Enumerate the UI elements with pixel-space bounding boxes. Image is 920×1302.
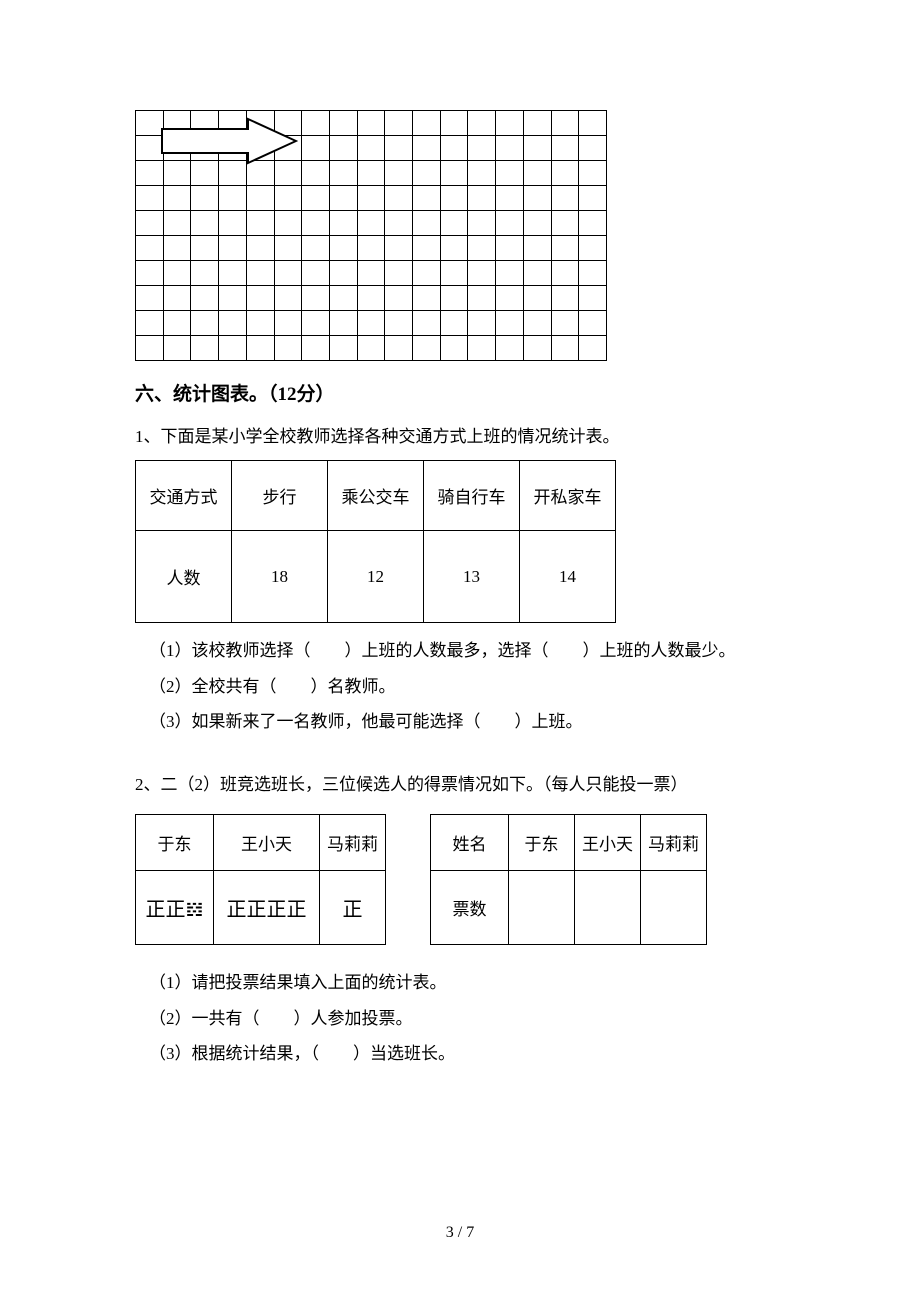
q2-tally-name-2: 马莉莉 xyxy=(320,815,386,871)
q1-col-0: 步行 xyxy=(232,461,328,531)
page-footer: 3 / 7 xyxy=(0,1224,920,1242)
section-heading: 六、统计图表。（12分） xyxy=(135,379,785,406)
q1-val-2: 13 xyxy=(424,531,520,623)
q2-tally-name-0: 于东 xyxy=(136,815,214,871)
q2-tally-0: 正正𝍌 xyxy=(136,871,214,945)
q2-tally-2: 正𠀁 xyxy=(320,871,386,945)
q2-res-header: 姓名 xyxy=(431,815,509,871)
q1-col-2: 骑自行车 xyxy=(424,461,520,531)
q1-val-3: 14 xyxy=(520,531,616,623)
q2-res-val-0 xyxy=(509,871,575,945)
q1-intro: 1、下面是某小学全校教师选择各种交通方式上班的情况统计表。 xyxy=(135,420,785,454)
q2-intro: 2、二（2）班竞选班长，三位候选人的得票情况如下。（每人只能投一票） xyxy=(135,768,785,802)
q1-header-label: 交通方式 xyxy=(136,461,232,531)
q2-sub-1: （1）请把投票结果填入上面的统计表。 xyxy=(149,965,785,1001)
q1-val-1: 12 xyxy=(328,531,424,623)
q1-row-label: 人数 xyxy=(136,531,232,623)
arrow-icon xyxy=(160,117,298,165)
q2-res-val-1 xyxy=(575,871,641,945)
q2-sub-2: （2）一共有（ ）人参加投票。 xyxy=(149,1001,785,1037)
q1-sub-3: （3）如果新来了一名教师，他最可能选择（ ）上班。 xyxy=(149,704,785,740)
q1-sub-1: （1）该校教师选择（ ）上班的人数最多，选择（ ）上班的人数最少。 xyxy=(149,633,785,669)
q2-sub-3: （3）根据统计结果，（ ）当选班长。 xyxy=(149,1036,785,1072)
q1-sub-2: （2）全校共有（ ）名教师。 xyxy=(149,669,785,705)
q1-col-1: 乘公交车 xyxy=(328,461,424,531)
q2-tally-1: 正正正正 xyxy=(214,871,320,945)
q1-col-3: 开私家车 xyxy=(520,461,616,531)
q1-val-0: 18 xyxy=(232,531,328,623)
q1-table: 交通方式 步行 乘公交车 骑自行车 开私家车 人数 18 12 13 14 xyxy=(135,460,616,623)
q2-res-name-1: 王小天 xyxy=(575,815,641,871)
q2-result-table: 姓名 于东 王小天 马莉莉 票数 xyxy=(430,814,707,945)
q2-res-name-0: 于东 xyxy=(509,815,575,871)
q2-tally-name-1: 王小天 xyxy=(214,815,320,871)
q2-res-val-2 xyxy=(641,871,707,945)
q2-tally-table: 于东 王小天 马莉莉 正正𝍌 正正正正 正𠀁 xyxy=(135,814,386,945)
q2-res-rowlabel: 票数 xyxy=(431,871,509,945)
q2-res-name-2: 马莉莉 xyxy=(641,815,707,871)
